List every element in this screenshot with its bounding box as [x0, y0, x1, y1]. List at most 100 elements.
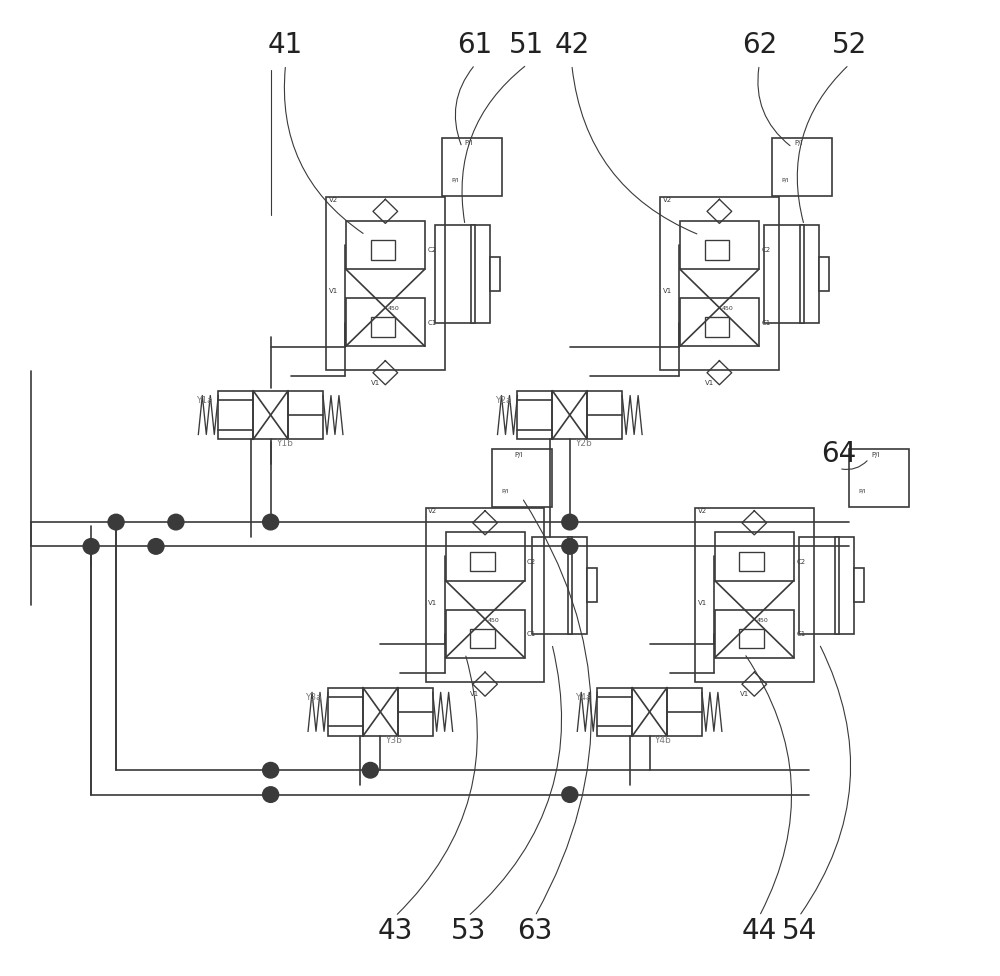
Text: 450: 450 — [488, 618, 499, 623]
Bar — [371, 317, 395, 337]
Bar — [426, 508, 544, 682]
Text: V2: V2 — [663, 197, 672, 203]
Bar — [819, 257, 829, 291]
Text: 52: 52 — [831, 31, 867, 60]
Circle shape — [362, 762, 378, 778]
Text: V2: V2 — [428, 508, 437, 514]
Bar — [346, 221, 425, 269]
Bar — [470, 551, 495, 571]
Text: P/I: P/I — [871, 452, 879, 458]
Bar — [446, 609, 525, 658]
Bar — [772, 138, 832, 196]
Bar — [715, 533, 794, 581]
Bar — [800, 225, 804, 322]
Text: V1: V1 — [329, 288, 338, 294]
Text: C2: C2 — [427, 247, 436, 254]
Bar — [346, 298, 425, 346]
Text: V1: V1 — [470, 691, 479, 697]
Bar — [705, 240, 729, 260]
Text: C1: C1 — [796, 631, 805, 637]
Text: V1: V1 — [663, 288, 672, 294]
Bar — [854, 568, 864, 602]
Text: P/I: P/I — [464, 141, 473, 146]
Bar — [597, 687, 632, 736]
Text: 450: 450 — [388, 306, 400, 311]
Text: Y4a: Y4a — [575, 693, 591, 702]
Bar — [715, 609, 794, 658]
Text: V2: V2 — [329, 197, 338, 203]
Bar — [667, 687, 702, 736]
Circle shape — [168, 514, 184, 530]
Text: P/I: P/I — [514, 452, 522, 458]
Bar — [568, 537, 572, 634]
Circle shape — [83, 539, 99, 554]
Text: P/I: P/I — [501, 489, 509, 494]
Bar — [587, 390, 622, 439]
Circle shape — [263, 787, 279, 802]
Text: C1: C1 — [761, 319, 771, 326]
Bar — [517, 390, 552, 439]
Bar — [398, 687, 433, 736]
Circle shape — [148, 539, 164, 554]
Bar — [587, 568, 597, 602]
Text: V1: V1 — [428, 599, 438, 606]
Text: C1: C1 — [527, 631, 536, 637]
Bar — [532, 537, 587, 634]
Bar — [435, 225, 490, 322]
Bar — [695, 508, 814, 682]
Circle shape — [562, 514, 578, 530]
Bar — [705, 317, 729, 337]
Text: V1: V1 — [371, 380, 380, 386]
Bar — [218, 390, 253, 439]
Text: Y1b: Y1b — [276, 439, 293, 448]
Text: P/I: P/I — [794, 141, 803, 146]
Bar — [680, 221, 759, 269]
Circle shape — [263, 514, 279, 530]
Bar — [326, 197, 445, 370]
Bar — [552, 390, 587, 439]
Text: Y2b: Y2b — [575, 439, 592, 448]
Text: 54: 54 — [782, 916, 817, 945]
Bar — [371, 240, 395, 260]
Bar — [680, 298, 759, 346]
Text: 450: 450 — [722, 306, 734, 311]
Bar — [446, 533, 525, 581]
Bar — [492, 449, 552, 508]
Text: Y4b: Y4b — [655, 736, 671, 745]
Circle shape — [562, 539, 578, 554]
Bar — [799, 537, 854, 634]
Text: 43: 43 — [378, 916, 413, 945]
Bar — [490, 257, 500, 291]
Text: 63: 63 — [517, 916, 553, 945]
Text: V1: V1 — [705, 380, 714, 386]
Bar — [849, 449, 909, 508]
Bar — [470, 629, 495, 648]
Text: 64: 64 — [821, 440, 857, 468]
Text: 44: 44 — [742, 916, 777, 945]
Text: P/I: P/I — [858, 489, 866, 494]
Bar — [253, 390, 288, 439]
Text: C1: C1 — [427, 319, 437, 326]
Text: V2: V2 — [698, 508, 707, 514]
Bar — [328, 687, 363, 736]
Text: 42: 42 — [554, 31, 589, 60]
Bar — [739, 551, 764, 571]
Bar — [764, 225, 819, 322]
Text: Y1a: Y1a — [196, 396, 212, 405]
Text: Y3a: Y3a — [306, 693, 322, 702]
Text: 450: 450 — [757, 618, 769, 623]
Text: V1: V1 — [698, 599, 707, 606]
Text: 41: 41 — [268, 31, 303, 60]
Bar — [739, 629, 764, 648]
Text: V1: V1 — [739, 691, 749, 697]
Circle shape — [108, 514, 124, 530]
Text: P/I: P/I — [451, 178, 459, 183]
Text: C2: C2 — [527, 558, 536, 565]
Bar — [442, 138, 502, 196]
Text: 51: 51 — [509, 31, 545, 60]
Text: C2: C2 — [761, 247, 770, 254]
Bar — [835, 537, 839, 634]
Bar — [363, 687, 398, 736]
Bar — [471, 225, 475, 322]
Text: 61: 61 — [457, 31, 493, 60]
